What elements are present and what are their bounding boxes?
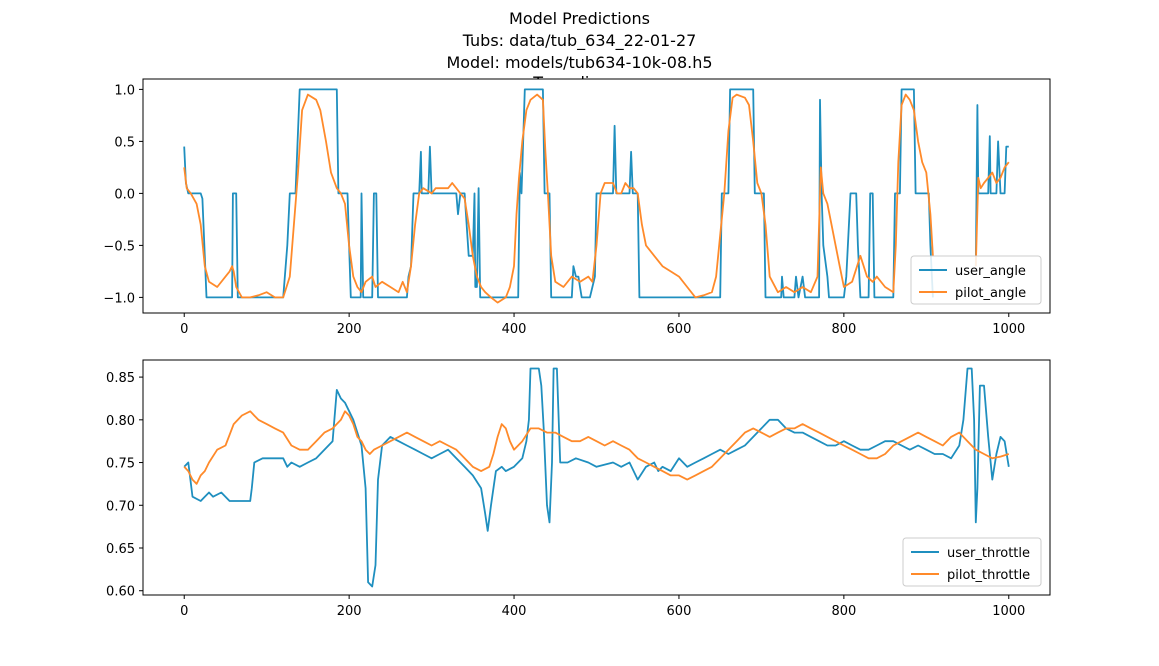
y-tick-label: −1.0 <box>103 291 135 306</box>
y-tick-label: 0.80 <box>106 414 135 429</box>
angle-subplot: 0 200 400 600 800 1000 −1.0 −0.5 0.0 0.5 1.0 user_a… <box>103 78 1051 337</box>
x-tick-label: 0 <box>180 322 188 337</box>
x-tick-label: 400 <box>502 604 527 619</box>
legend: user_angle pilot_angle <box>910 255 1042 305</box>
x-tick-label: 1000 <box>992 604 1025 619</box>
legend: user_throttle pilot_throttle <box>902 537 1042 587</box>
x-tick-label: 800 <box>831 322 856 337</box>
x-tick-label: 600 <box>667 604 692 619</box>
legend-label-pilot_throttle: pilot_throttle <box>947 568 1030 583</box>
y-tick-label: 0.85 <box>106 371 135 386</box>
y-tick-label: 0.65 <box>106 542 135 557</box>
x-tick-label: 600 <box>667 322 692 337</box>
y-tick-label: −0.5 <box>103 239 135 254</box>
x-tick-label: 400 <box>502 322 527 337</box>
x-tick-label: 200 <box>337 604 362 619</box>
y-tick-label: 0.0 <box>114 187 135 202</box>
x-tick-label: 1000 <box>992 322 1025 337</box>
y-tick-label: 0.60 <box>106 585 135 600</box>
user_throttle-line <box>183 367 1010 588</box>
legend-label-pilot_angle: pilot_angle <box>955 286 1026 301</box>
x-tick-label: 800 <box>831 604 856 619</box>
pilot_throttle-line <box>183 410 1010 485</box>
y-tick-label: 0.5 <box>114 135 135 150</box>
plot-frame <box>142 359 1051 596</box>
pilot_angle-line <box>183 93 934 304</box>
chart-title-line-3: Model: models/tub634-10k-08.h5 <box>446 53 713 72</box>
pilot_angle-line <box>974 161 1010 267</box>
x-tick-label: 200 <box>337 322 362 337</box>
y-tick-label: 0.70 <box>106 499 135 514</box>
chart-title-line-1: Model Predictions <box>509 9 650 28</box>
y-tick-label: 1.0 <box>114 83 135 98</box>
user_angle-line <box>183 88 934 299</box>
chart-title-line-2: Tubs: data/tub_634_22-01-27 <box>462 31 697 50</box>
legend-label-user_throttle: user_throttle <box>947 546 1030 561</box>
throttle-subplot: 0 200 400 600 800 1000 0.60 0.65 0.70 0.75 0.80 0.8… <box>106 359 1051 619</box>
y-tick-label: 0.75 <box>106 457 135 472</box>
x-tick-label: 0 <box>180 604 188 619</box>
legend-label-user_angle: user_angle <box>955 264 1026 279</box>
